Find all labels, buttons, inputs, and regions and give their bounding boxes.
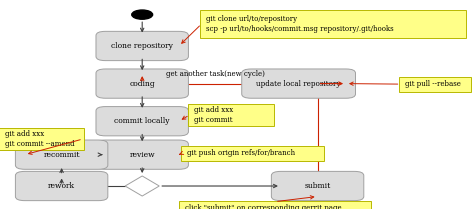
Text: git push origin refs/for/branch: git push origin refs/for/branch <box>187 149 295 157</box>
FancyBboxPatch shape <box>96 31 188 61</box>
Text: commit locally: commit locally <box>114 117 170 125</box>
FancyBboxPatch shape <box>96 69 188 98</box>
Text: submit: submit <box>304 182 331 190</box>
FancyBboxPatch shape <box>188 104 274 126</box>
FancyBboxPatch shape <box>271 171 364 201</box>
FancyBboxPatch shape <box>181 146 324 161</box>
Circle shape <box>132 10 153 19</box>
Text: rework: rework <box>48 182 75 190</box>
Text: git clone url/to/repository
scp -p url/to/hooks/commit.msg repository/.git/hooks: git clone url/to/repository scp -p url/t… <box>206 15 394 33</box>
Text: click "submit" on corresponding gerrit page: click "submit" on corresponding gerrit p… <box>185 204 341 209</box>
Text: update local repository: update local repository <box>256 80 341 88</box>
Text: coding: coding <box>129 80 155 88</box>
FancyBboxPatch shape <box>15 140 108 169</box>
FancyBboxPatch shape <box>179 201 371 209</box>
FancyBboxPatch shape <box>399 77 471 92</box>
FancyBboxPatch shape <box>0 128 84 150</box>
FancyBboxPatch shape <box>96 140 188 169</box>
FancyBboxPatch shape <box>15 171 108 201</box>
Text: recommit: recommit <box>43 151 80 159</box>
Text: clone repository: clone repository <box>111 42 173 50</box>
Text: get another task(new cycle): get another task(new cycle) <box>165 70 264 78</box>
FancyBboxPatch shape <box>242 69 356 98</box>
FancyBboxPatch shape <box>200 10 466 38</box>
Text: git add xxx
git commit --amend: git add xxx git commit --amend <box>5 130 74 148</box>
Text: git pull --rebase: git pull --rebase <box>405 80 461 88</box>
Text: review: review <box>129 151 155 159</box>
Text: git add xxx
git commit: git add xxx git commit <box>194 106 234 124</box>
FancyBboxPatch shape <box>96 107 188 136</box>
Polygon shape <box>125 176 159 196</box>
